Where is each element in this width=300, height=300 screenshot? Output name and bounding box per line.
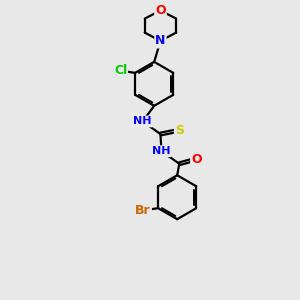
Text: Cl: Cl bbox=[114, 64, 127, 77]
Text: O: O bbox=[191, 153, 202, 166]
Text: S: S bbox=[175, 124, 184, 137]
Text: NH: NH bbox=[134, 116, 152, 127]
Text: NH: NH bbox=[152, 146, 171, 156]
Text: N: N bbox=[155, 34, 166, 47]
Text: O: O bbox=[155, 4, 166, 17]
Text: Br: Br bbox=[135, 204, 151, 217]
